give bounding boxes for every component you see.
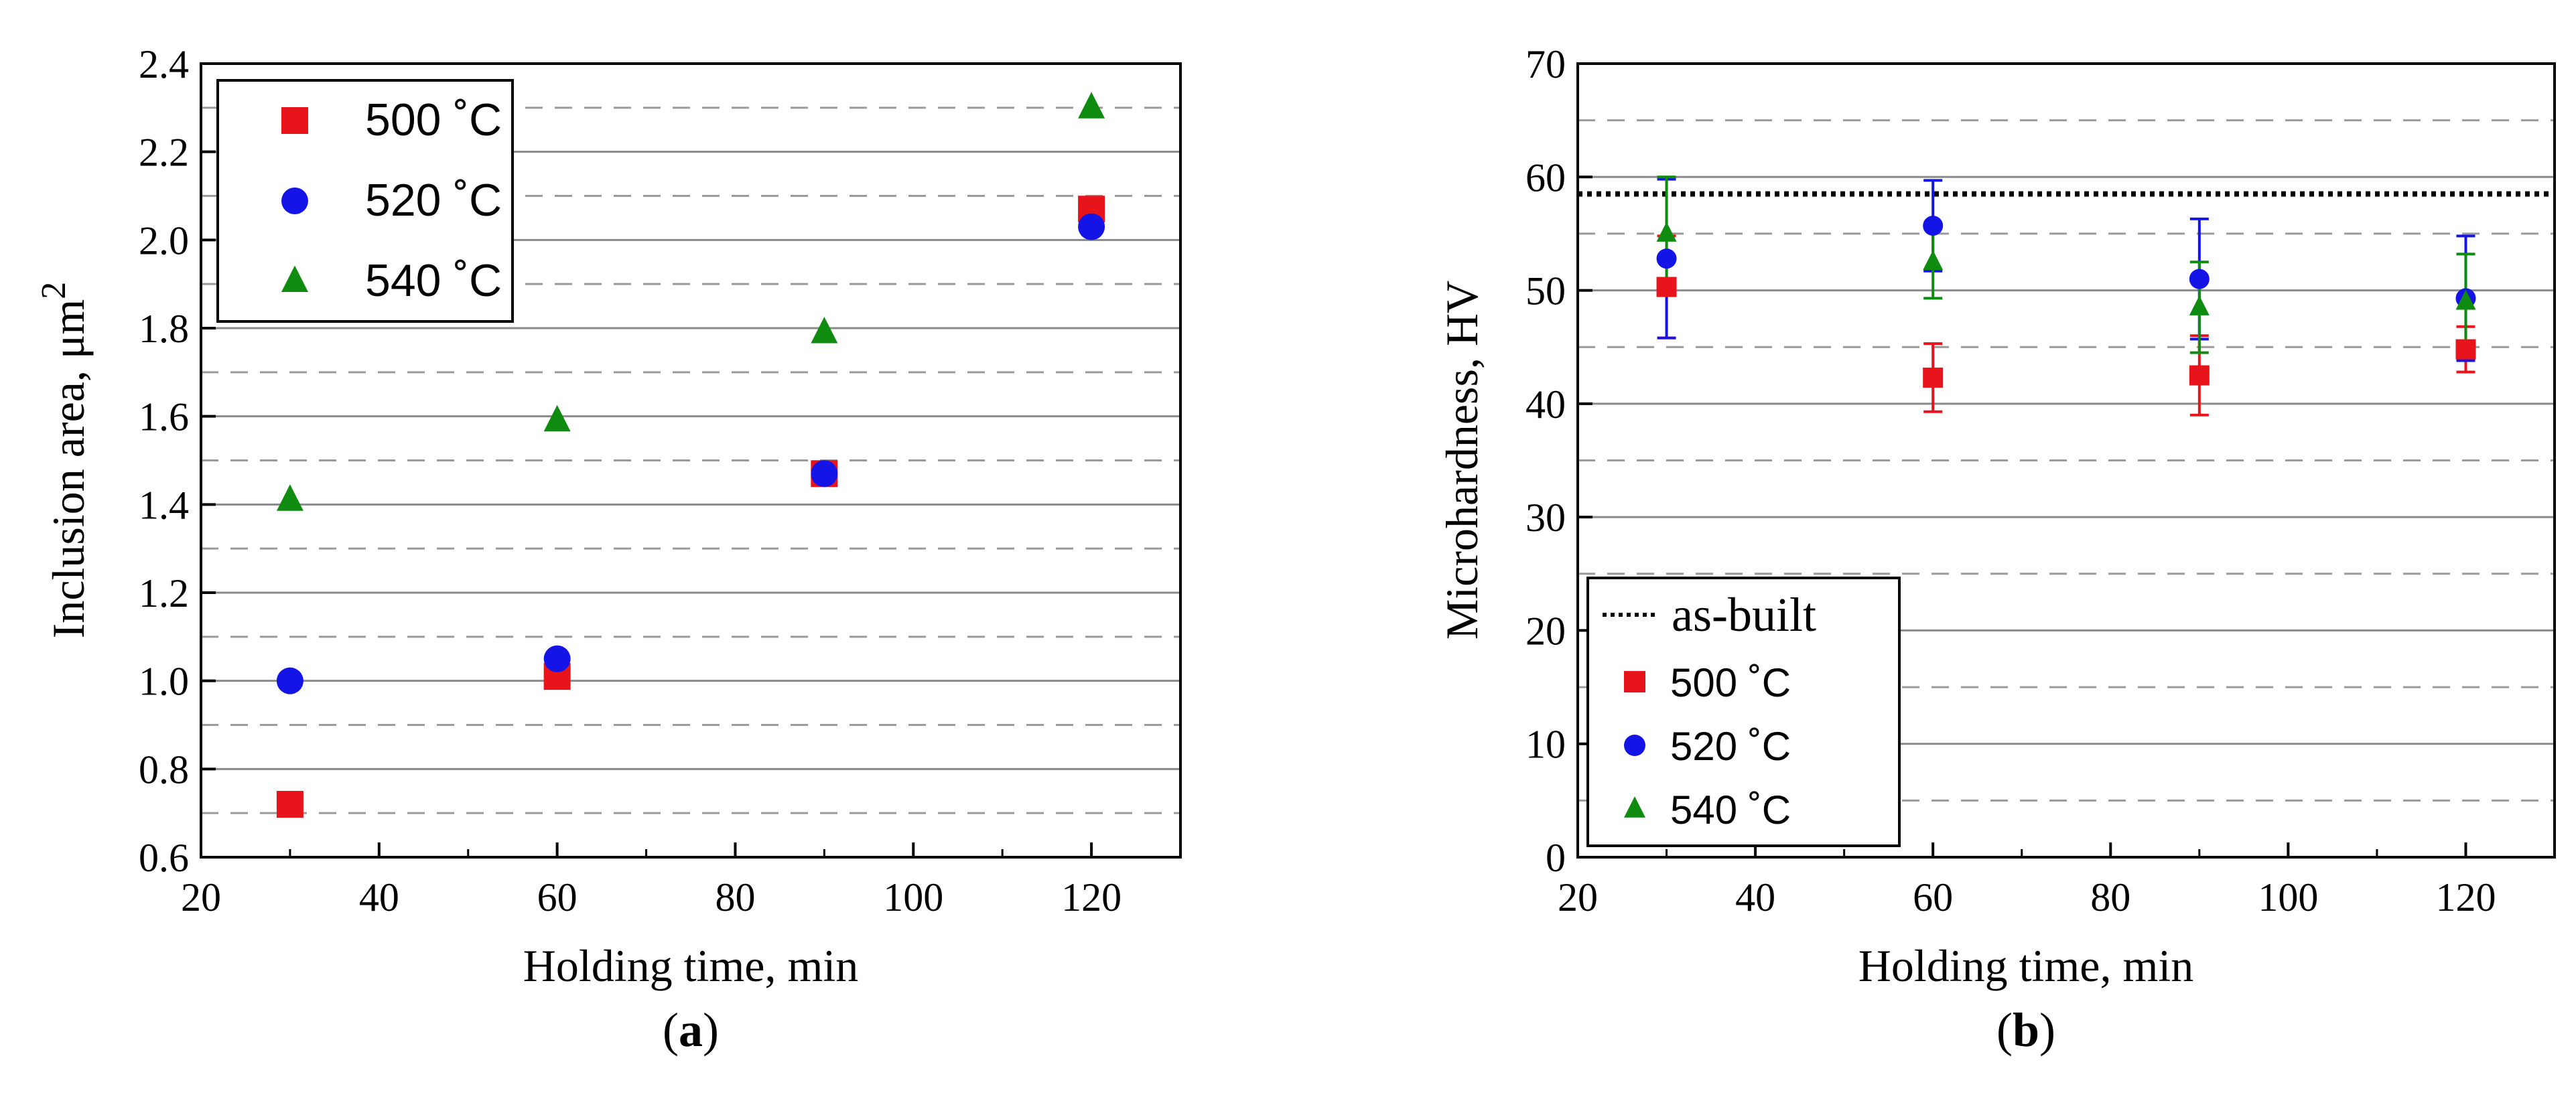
y-tick-label: 1.2	[139, 571, 189, 615]
data-point-circle	[1656, 248, 1677, 269]
data-point-triangle	[1656, 222, 1677, 242]
data-point-square	[1656, 277, 1677, 297]
y-tick-label: 1.6	[139, 395, 189, 439]
panel-b: 20 40 60 80 100 120 0 10 20 30 40 50 60 70 Holding tim…	[1436, 42, 2556, 1057]
y-tick-label: 2.4	[139, 42, 189, 86]
y-axis-label-text: Microhardness, HV	[1436, 281, 1487, 640]
data-point-circle	[811, 460, 838, 488]
x-axis-label: Holding time, min	[1858, 940, 2194, 991]
legend-square-icon	[1624, 671, 1645, 692]
data-point-triangle	[811, 317, 838, 344]
y-tick-label: 70	[1526, 42, 1566, 86]
data-point-circle	[543, 645, 571, 672]
plot-frame	[1576, 62, 2556, 859]
y-tick-label: 20	[1526, 609, 1566, 653]
data-point-square	[276, 791, 303, 818]
panel-label: (a)	[663, 1003, 719, 1057]
x-tick-label: 40	[359, 875, 399, 919]
data-point-circle	[276, 667, 303, 694]
y-axis-label-text: Inclusion area, μm	[43, 299, 94, 639]
panel-a: 20 40 60 80 100 120 0.6 0.8 1.0 1.2 1.4 1.6 1.8 2.0 2.…	[35, 42, 1182, 1057]
y-tick-label: 50	[1526, 269, 1566, 313]
y-axis-label: Inclusion area, μm2	[35, 282, 94, 639]
y-tick-label: 0.8	[139, 747, 189, 792]
x-axis-label: Holding time, min	[523, 940, 859, 991]
data-point-triangle	[1923, 250, 1944, 271]
x-tick-label: 20	[181, 875, 221, 919]
y-tick-label: 2.2	[139, 131, 189, 175]
x-tick-label: 20	[1558, 875, 1598, 919]
legend-box	[1586, 577, 1901, 847]
y-tick-label: 30	[1526, 496, 1566, 540]
x-tick-label: 80	[715, 875, 755, 919]
legend-circle-icon	[281, 188, 308, 214]
y-tick-label: 40	[1526, 382, 1566, 427]
x-tick-label: 40	[1735, 875, 1775, 919]
y-tick-label: 1.8	[139, 307, 189, 351]
legend-label: 540 ˚C	[1670, 788, 1791, 832]
data-point-triangle	[276, 484, 303, 511]
plot-frame	[200, 62, 1182, 859]
data-point-triangle	[2189, 295, 2210, 315]
data-point-square	[2455, 339, 2476, 360]
y-tick-label: 0.6	[139, 836, 189, 880]
data-point-triangle	[2455, 289, 2476, 310]
x-tick-label: 60	[1913, 875, 1953, 919]
data-point-circle	[1078, 213, 1105, 240]
y-tick-label: 0	[1546, 836, 1566, 880]
x-tick-label: 120	[2435, 875, 2496, 919]
x-tick-label: 60	[537, 875, 578, 919]
legend-label: 500 ˚C	[365, 94, 502, 145]
y-tick-label: 1.4	[139, 483, 189, 527]
legend-label: 520 ˚C	[365, 175, 502, 226]
panel-label-letter: a	[679, 1003, 703, 1057]
legend-triangle-icon	[1624, 796, 1645, 818]
panel-label-paren: (	[1996, 1003, 2013, 1057]
panel-label-paren: )	[703, 1003, 719, 1057]
legend: as-built 500 ˚C 520 ˚C 540 ˚C	[1586, 577, 1901, 847]
data-point-square	[2189, 365, 2210, 386]
y-tick-label: 1.0	[139, 660, 189, 704]
data-point-circle	[1923, 216, 1944, 236]
x-tick-label: 100	[883, 875, 943, 919]
y-axis-label-superscript: 2	[35, 282, 73, 299]
legend-as-built-label: as-built	[1672, 588, 1816, 642]
data-point-circle	[2189, 269, 2210, 289]
legend-label: 500 ˚C	[1670, 660, 1791, 705]
data-point-triangle	[543, 404, 571, 432]
legend-triangle-icon	[281, 265, 308, 292]
x-tick-label: 120	[1061, 875, 1122, 919]
y-tick-label: 2.0	[139, 218, 189, 263]
panel-label: (b)	[1996, 1003, 2055, 1057]
panel-label-paren: )	[2039, 1003, 2055, 1057]
panel-label-letter: b	[2013, 1003, 2039, 1057]
legend-circle-icon	[1624, 735, 1645, 756]
data-point-triangle	[1078, 92, 1105, 119]
y-tick-label: 10	[1526, 723, 1566, 767]
legend-label: 540 ˚C	[365, 255, 502, 306]
panel-label-paren: (	[663, 1003, 679, 1057]
legend-label: 520 ˚C	[1670, 724, 1791, 769]
data-point-square	[1923, 367, 1944, 388]
legend-square-icon	[281, 107, 308, 134]
y-axis-label: Microhardness, HV	[1436, 281, 1487, 640]
legend-box	[216, 79, 514, 323]
x-tick-label: 80	[2090, 875, 2130, 919]
legend: 500 ˚C 520 ˚C 540 ˚C	[216, 79, 514, 323]
y-tick-label: 60	[1526, 155, 1566, 200]
x-tick-label: 100	[2258, 875, 2318, 919]
